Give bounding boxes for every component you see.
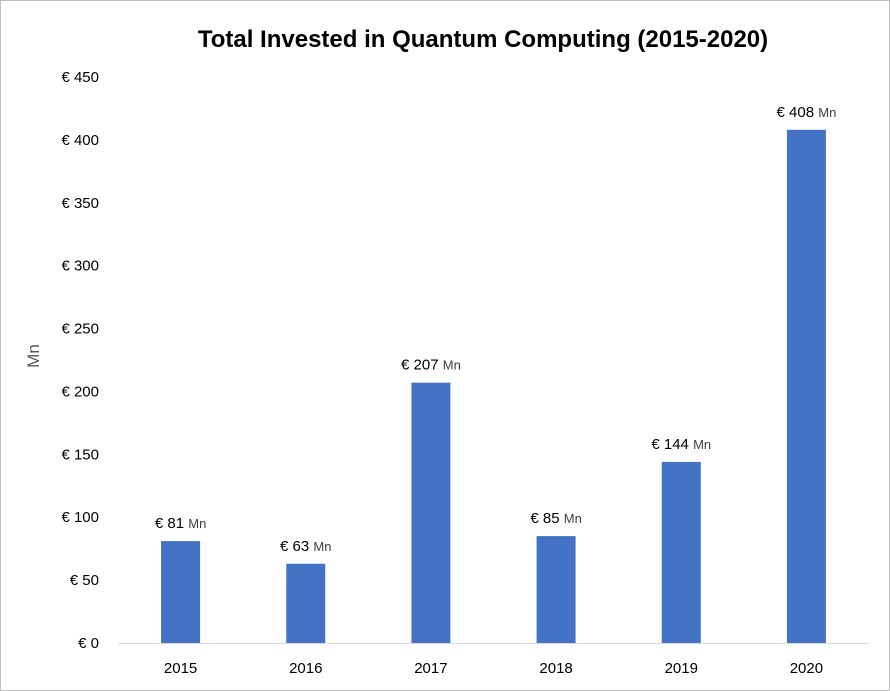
y-axis-ticks: € 0 € 50 € 100 € 150 € 200 € 250 € 300 € 350 € 4… [61,69,99,652]
data-label: € 207 Mn [401,357,461,374]
y-tick-label: € 100 [61,509,99,526]
data-label: € 63 Mn [280,538,331,555]
x-tick-label: 2019 [665,660,698,677]
y-tick-label: € 350 [61,195,99,212]
x-axis-ticks: 2015 2016 2017 2018 2019 2020 [164,660,823,677]
bar [411,382,451,643]
data-label: € 85 Mn [530,510,581,527]
data-label: € 81 Mn [155,515,206,532]
y-axis-label: Mn [24,344,43,368]
x-tick-label: 2017 [414,660,447,677]
bar [536,536,576,643]
chart-title: Total Invested in Quantum Computing (201… [198,26,768,53]
data-label: € 144 Mn [651,436,711,453]
x-tick-label: 2018 [539,660,572,677]
bar [286,563,326,643]
x-tick-label: 2015 [164,660,197,677]
y-tick-label: € 200 [61,383,99,400]
bar [161,541,201,643]
bar [661,461,701,643]
x-tick-label: 2016 [289,660,322,677]
y-tick-label: € 150 [61,446,99,463]
y-tick-label: € 400 [61,132,99,149]
y-tick-label: € 0 [78,635,99,652]
y-tick-label: € 300 [61,258,99,275]
bars [161,129,826,643]
data-labels: € 81 Mn € 63 Mn € 207 Mn € 85 Mn € 144 Mn € 4… [155,104,836,555]
data-label: € 408 Mn [777,104,837,121]
x-tick-label: 2020 [790,660,823,677]
y-tick-label: € 250 [61,321,99,338]
y-tick-label: € 50 [70,572,99,589]
bar [786,129,826,643]
y-tick-label: € 450 [61,69,99,86]
